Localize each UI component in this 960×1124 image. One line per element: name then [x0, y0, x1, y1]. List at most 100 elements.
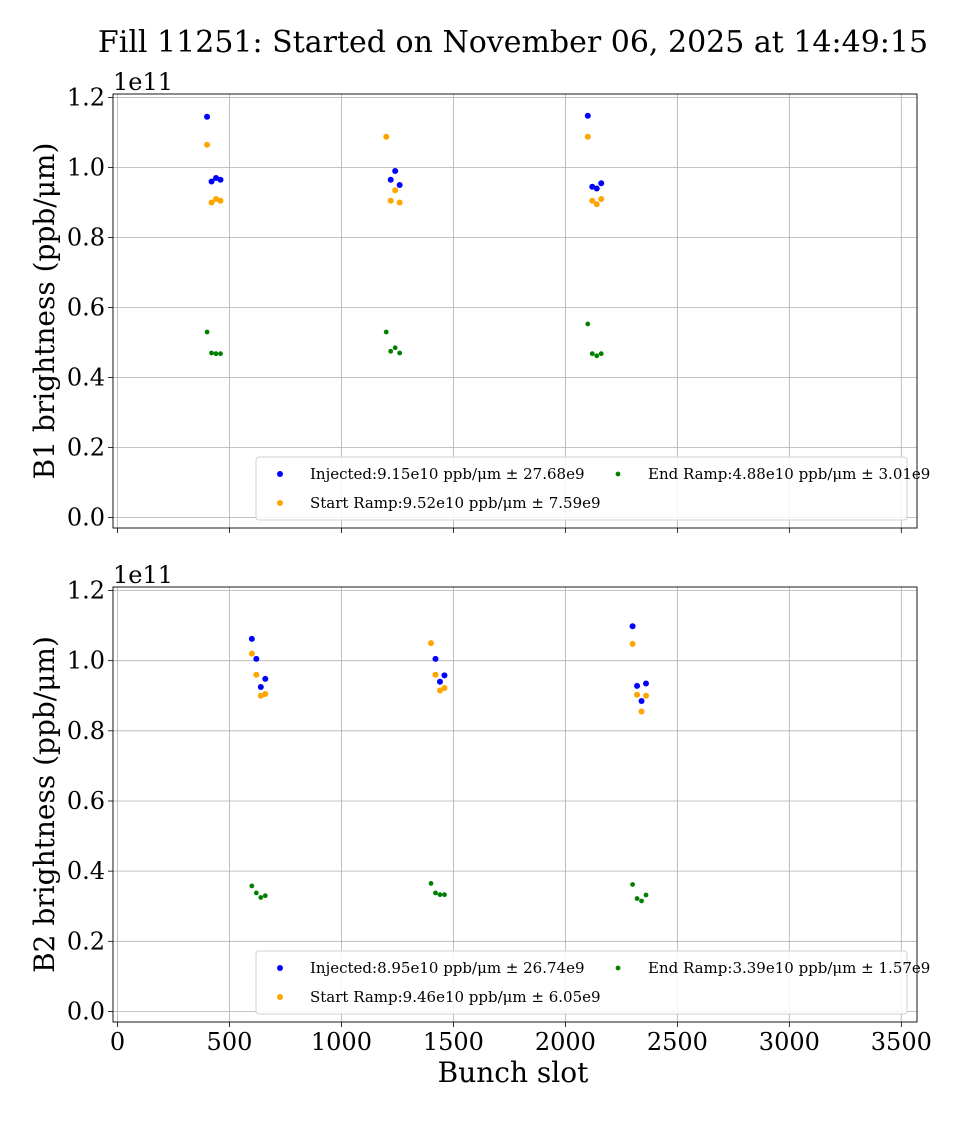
point-end-ramp [249, 883, 255, 889]
y-axis-label: B1 brightness (ppb/μm) [28, 143, 61, 480]
point-end-ramp [428, 881, 434, 886]
point-start-ramp [204, 141, 211, 148]
point-injected [643, 680, 650, 687]
point-end-ramp [634, 896, 640, 901]
point-end-ramp [209, 350, 214, 356]
point-injected [432, 655, 439, 662]
x-tick-label: 3000 [759, 1028, 820, 1056]
point-injected [441, 672, 448, 679]
y-exponent-label: 1e11 [113, 68, 173, 96]
legend-marker [615, 965, 621, 971]
x-tick-label: 2500 [647, 1028, 708, 1056]
legend-entry: Start Ramp:9.46e10 ppb/μm ± 6.05e9 [310, 988, 601, 1006]
point-end-ramp [598, 351, 604, 357]
point-start-ramp [441, 685, 448, 692]
legend-box [255, 456, 908, 521]
y-tick-label: 0.2 [67, 434, 105, 462]
axes-frame [112, 93, 918, 529]
point-end-ramp [383, 329, 389, 335]
point-start-ramp [643, 692, 650, 699]
point-end-ramp [639, 898, 644, 904]
point-start-ramp [436, 687, 443, 694]
point-end-ramp [262, 893, 268, 899]
point-end-ramp [442, 892, 447, 898]
point-injected [257, 683, 264, 690]
chart-title: Fill 11251: Started on November 06, 2025… [98, 25, 928, 60]
panel-1: 0.0 0.2 0.4 0.6 0.8 1.0 1.2 1e11 B1 brightness (… [28, 68, 930, 533]
point-start-ramp [634, 691, 641, 698]
point-start-ramp [432, 671, 439, 678]
legend-marker [277, 994, 283, 1000]
point-start-ramp [629, 640, 636, 647]
point-start-ramp [396, 199, 403, 206]
axes-frame [112, 586, 918, 1023]
point-end-ramp [589, 351, 595, 357]
point-start-ramp [584, 133, 591, 140]
point-start-ramp [638, 708, 645, 715]
x-tick-label: 3500 [871, 1028, 932, 1056]
legend: Injected:8.95e10 ppb/μm ± 26.74e9 Start R… [255, 950, 930, 1015]
point-end-ramp [585, 321, 591, 327]
point-end-ramp [643, 892, 649, 898]
point-start-ramp [589, 197, 596, 204]
point-start-ramp [392, 187, 399, 194]
point-injected [387, 176, 394, 183]
point-end-ramp [204, 329, 210, 335]
x-tick-label: 0 [110, 1028, 125, 1056]
y-axis-label: B2 brightness (ppb/μm) [28, 636, 61, 973]
point-injected [248, 635, 255, 642]
x-tick-label: 1500 [423, 1028, 484, 1056]
point-injected [253, 655, 260, 662]
legend-marker [277, 471, 283, 477]
point-end-ramp [258, 895, 264, 900]
legend-box [255, 950, 908, 1015]
point-end-ramp [437, 892, 443, 898]
y-tick-label: 0.2 [67, 927, 105, 955]
legend-marker [277, 500, 283, 506]
point-start-ramp [383, 133, 390, 140]
legend-marker [615, 471, 621, 477]
y-tick-label: 1.0 [67, 154, 105, 182]
panel-2: 0 500 1000 1500 2000 2500 3000 3500 0.0 0.2 0.4 0.6… [28, 561, 932, 1056]
point-end-ramp [213, 351, 219, 357]
y-tick-label: 0.4 [67, 364, 105, 392]
y-tick-label: 1.2 [67, 84, 105, 112]
legend-entry: Injected:8.95e10 ppb/μm ± 26.74e9 [310, 959, 585, 977]
y-tick-label: 0.8 [67, 717, 105, 745]
legend-entry: Injected:9.15e10 ppb/μm ± 27.68e9 [310, 465, 585, 483]
y-tick-label: 0.0 [67, 997, 105, 1025]
x-tick-label: 500 [207, 1028, 253, 1056]
point-injected [629, 623, 636, 630]
point-injected [436, 678, 443, 685]
y-tick-label: 0.6 [67, 294, 105, 322]
point-start-ramp [248, 650, 255, 657]
y-tick-label: 0.0 [67, 504, 105, 532]
point-injected [598, 180, 605, 187]
point-start-ramp [598, 196, 605, 202]
point-end-ramp [388, 348, 394, 354]
point-end-ramp [392, 345, 398, 351]
point-injected [638, 698, 645, 705]
x-axis-label: Bunch slot [438, 1056, 589, 1089]
point-start-ramp [262, 690, 269, 697]
point-injected [204, 113, 211, 120]
point-start-ramp [217, 197, 224, 204]
y-exponent-label: 1e11 [113, 561, 173, 589]
point-end-ramp [218, 351, 223, 357]
y-tick-label: 1.0 [67, 647, 105, 675]
y-tick-label: 0.6 [67, 787, 105, 815]
y-tick-label: 0.8 [67, 224, 105, 252]
point-injected [262, 675, 269, 682]
point-end-ramp [630, 882, 635, 887]
legend: Injected:9.15e10 ppb/μm ± 27.68e9 Start R… [255, 456, 930, 521]
legend-marker [277, 965, 283, 971]
point-injected [396, 182, 403, 188]
point-injected [634, 682, 641, 689]
point-start-ramp [593, 201, 600, 208]
point-injected [217, 176, 224, 183]
point-start-ramp [208, 199, 215, 206]
y-tick-label: 1.2 [67, 577, 105, 605]
point-end-ramp [433, 890, 438, 896]
